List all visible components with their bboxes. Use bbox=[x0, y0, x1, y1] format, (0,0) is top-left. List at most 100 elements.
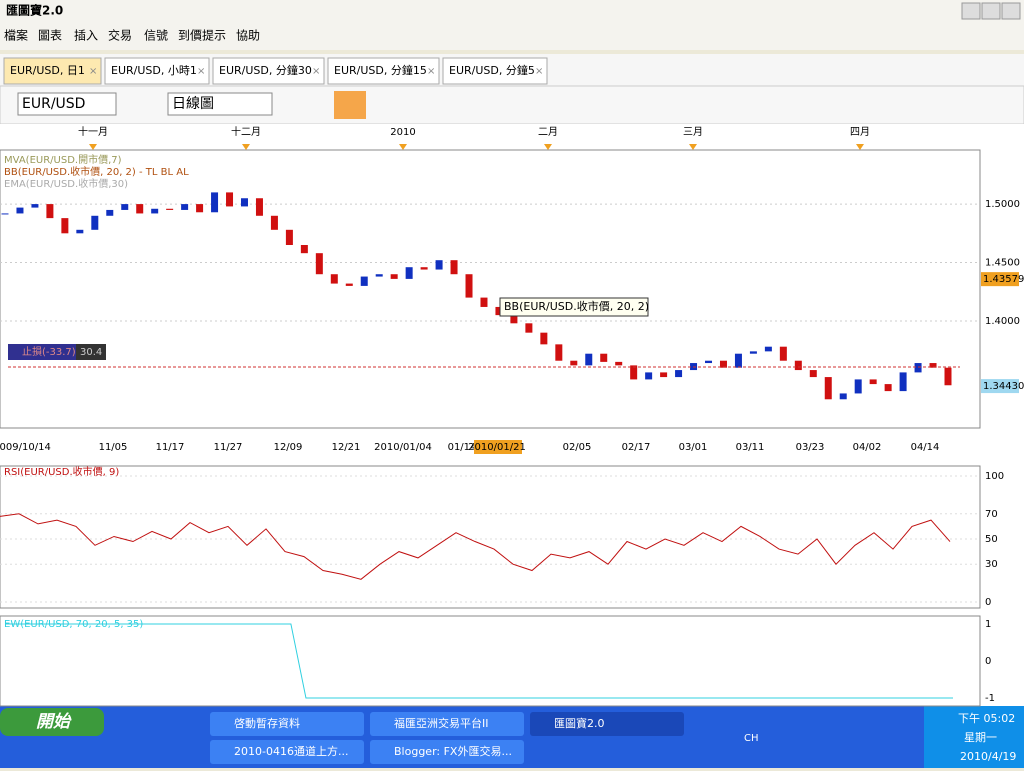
candle bbox=[375, 274, 383, 277]
candle bbox=[719, 360, 727, 368]
pane bbox=[0, 615, 981, 707]
candle bbox=[884, 384, 892, 392]
date-label: 02/17 bbox=[622, 442, 651, 453]
candle bbox=[465, 274, 473, 298]
price-marker-label: 1.34430 bbox=[983, 381, 1024, 392]
price-marker-label: 1.43579 bbox=[983, 274, 1024, 285]
start-button[interactable] bbox=[0, 708, 104, 736]
tab[interactable] bbox=[3, 57, 102, 85]
date-label: 11/05 bbox=[99, 442, 128, 453]
tab-close: × bbox=[312, 66, 320, 77]
rsi-line bbox=[0, 513, 951, 580]
task-label: 啓動暫存資料 bbox=[234, 716, 300, 730]
month-marker bbox=[689, 144, 697, 150]
menu-item[interactable]: 到價提示 bbox=[178, 28, 226, 43]
candle bbox=[91, 215, 99, 230]
y-tick-label: 1 bbox=[985, 619, 991, 630]
candle bbox=[944, 367, 952, 386]
candle bbox=[360, 276, 368, 286]
candle bbox=[420, 267, 428, 270]
candle bbox=[390, 274, 398, 279]
candle bbox=[270, 215, 278, 230]
tab[interactable] bbox=[212, 57, 325, 85]
tab-close: × bbox=[535, 66, 543, 77]
period-select[interactable] bbox=[167, 92, 273, 116]
candle bbox=[824, 377, 832, 400]
candle bbox=[869, 379, 877, 385]
tab-label: EUR/USD, 小時1 bbox=[111, 64, 197, 77]
candle bbox=[31, 204, 39, 208]
candle bbox=[749, 351, 757, 354]
candle bbox=[914, 363, 922, 373]
month-label: 2010 bbox=[390, 127, 415, 138]
symbol-select[interactable] bbox=[17, 92, 117, 116]
menu-item[interactable]: 插入 bbox=[74, 29, 98, 43]
candle bbox=[345, 283, 353, 286]
candle bbox=[899, 372, 907, 392]
month-marker bbox=[399, 144, 407, 150]
symbol: EUR/USD bbox=[22, 96, 85, 112]
tab-label: EUR/USD, 分鐘30 bbox=[219, 63, 312, 77]
task-label: 2010-0416通道上方... bbox=[234, 744, 348, 758]
window-title: 匯圖寶2.0 bbox=[6, 3, 63, 18]
stop-box-a bbox=[8, 344, 76, 360]
tab-close: × bbox=[89, 66, 97, 77]
month-label: 十一月 bbox=[78, 125, 108, 138]
candle bbox=[211, 192, 219, 213]
menu-item[interactable]: 協助 bbox=[236, 28, 260, 43]
y-tick-label: 0 bbox=[985, 656, 991, 667]
date-label: 11/27 bbox=[214, 442, 243, 453]
date-label: 03/01 bbox=[679, 442, 708, 453]
tray-date: 2010/4/19 bbox=[960, 750, 1016, 763]
candle bbox=[854, 379, 862, 394]
candle bbox=[166, 208, 174, 210]
candle bbox=[839, 393, 847, 400]
y-tick-label: 1.4500 bbox=[985, 258, 1020, 269]
date-label: 04/14 bbox=[911, 442, 940, 453]
date-label: 03/11 bbox=[736, 442, 765, 453]
tab[interactable] bbox=[442, 57, 548, 85]
menu-item[interactable]: 圖表 bbox=[38, 29, 62, 43]
month-marker bbox=[856, 144, 864, 150]
minimize[interactable] bbox=[961, 2, 981, 20]
date-label: 2010/01/04 bbox=[374, 442, 432, 453]
month-label: 三月 bbox=[683, 126, 703, 138]
indicator-legend: BB(EUR/USD.收市價, 20, 2) - TL BL AL bbox=[4, 165, 189, 178]
month-marker bbox=[544, 144, 552, 150]
menu-item[interactable]: 交易 bbox=[108, 28, 132, 43]
task-button[interactable] bbox=[370, 712, 524, 736]
maximize[interactable] bbox=[981, 2, 1001, 20]
menu-item[interactable]: 信號 bbox=[144, 29, 168, 43]
y-tick-label: 1.5000 bbox=[985, 199, 1020, 210]
month-label: 二月 bbox=[538, 126, 558, 138]
tab-label: EUR/USD, 日1 bbox=[10, 64, 85, 77]
tab-label: EUR/USD, 分鐘15 bbox=[334, 63, 427, 77]
date-label: 04/02 bbox=[853, 442, 882, 453]
candle bbox=[61, 218, 69, 234]
menu-item[interactable]: 檔案 bbox=[4, 28, 28, 43]
candle bbox=[525, 323, 533, 333]
candle bbox=[151, 208, 159, 214]
close[interactable] bbox=[1001, 2, 1021, 20]
candle bbox=[121, 204, 129, 210]
candle bbox=[555, 344, 563, 361]
tool-active[interactable] bbox=[334, 91, 366, 119]
month-label: 四月 bbox=[850, 126, 870, 138]
task-button[interactable] bbox=[210, 712, 364, 736]
indicator-legend: MVA(EUR/USD.開市價,7) bbox=[4, 153, 122, 166]
start-label: 開始 bbox=[36, 712, 72, 732]
task-button[interactable] bbox=[370, 740, 524, 764]
task-button[interactable] bbox=[530, 712, 684, 736]
tab-label: EUR/USD, 分鐘5 bbox=[449, 63, 535, 77]
task-button[interactable] bbox=[210, 740, 364, 764]
candle bbox=[315, 253, 323, 275]
date-highlight bbox=[474, 440, 522, 454]
period: 日線圖 bbox=[172, 96, 214, 112]
chart-area bbox=[0, 124, 1024, 706]
candle bbox=[585, 353, 593, 366]
candle bbox=[16, 207, 24, 214]
tab[interactable] bbox=[104, 57, 210, 85]
tab[interactable] bbox=[327, 57, 440, 85]
candle bbox=[809, 370, 817, 378]
